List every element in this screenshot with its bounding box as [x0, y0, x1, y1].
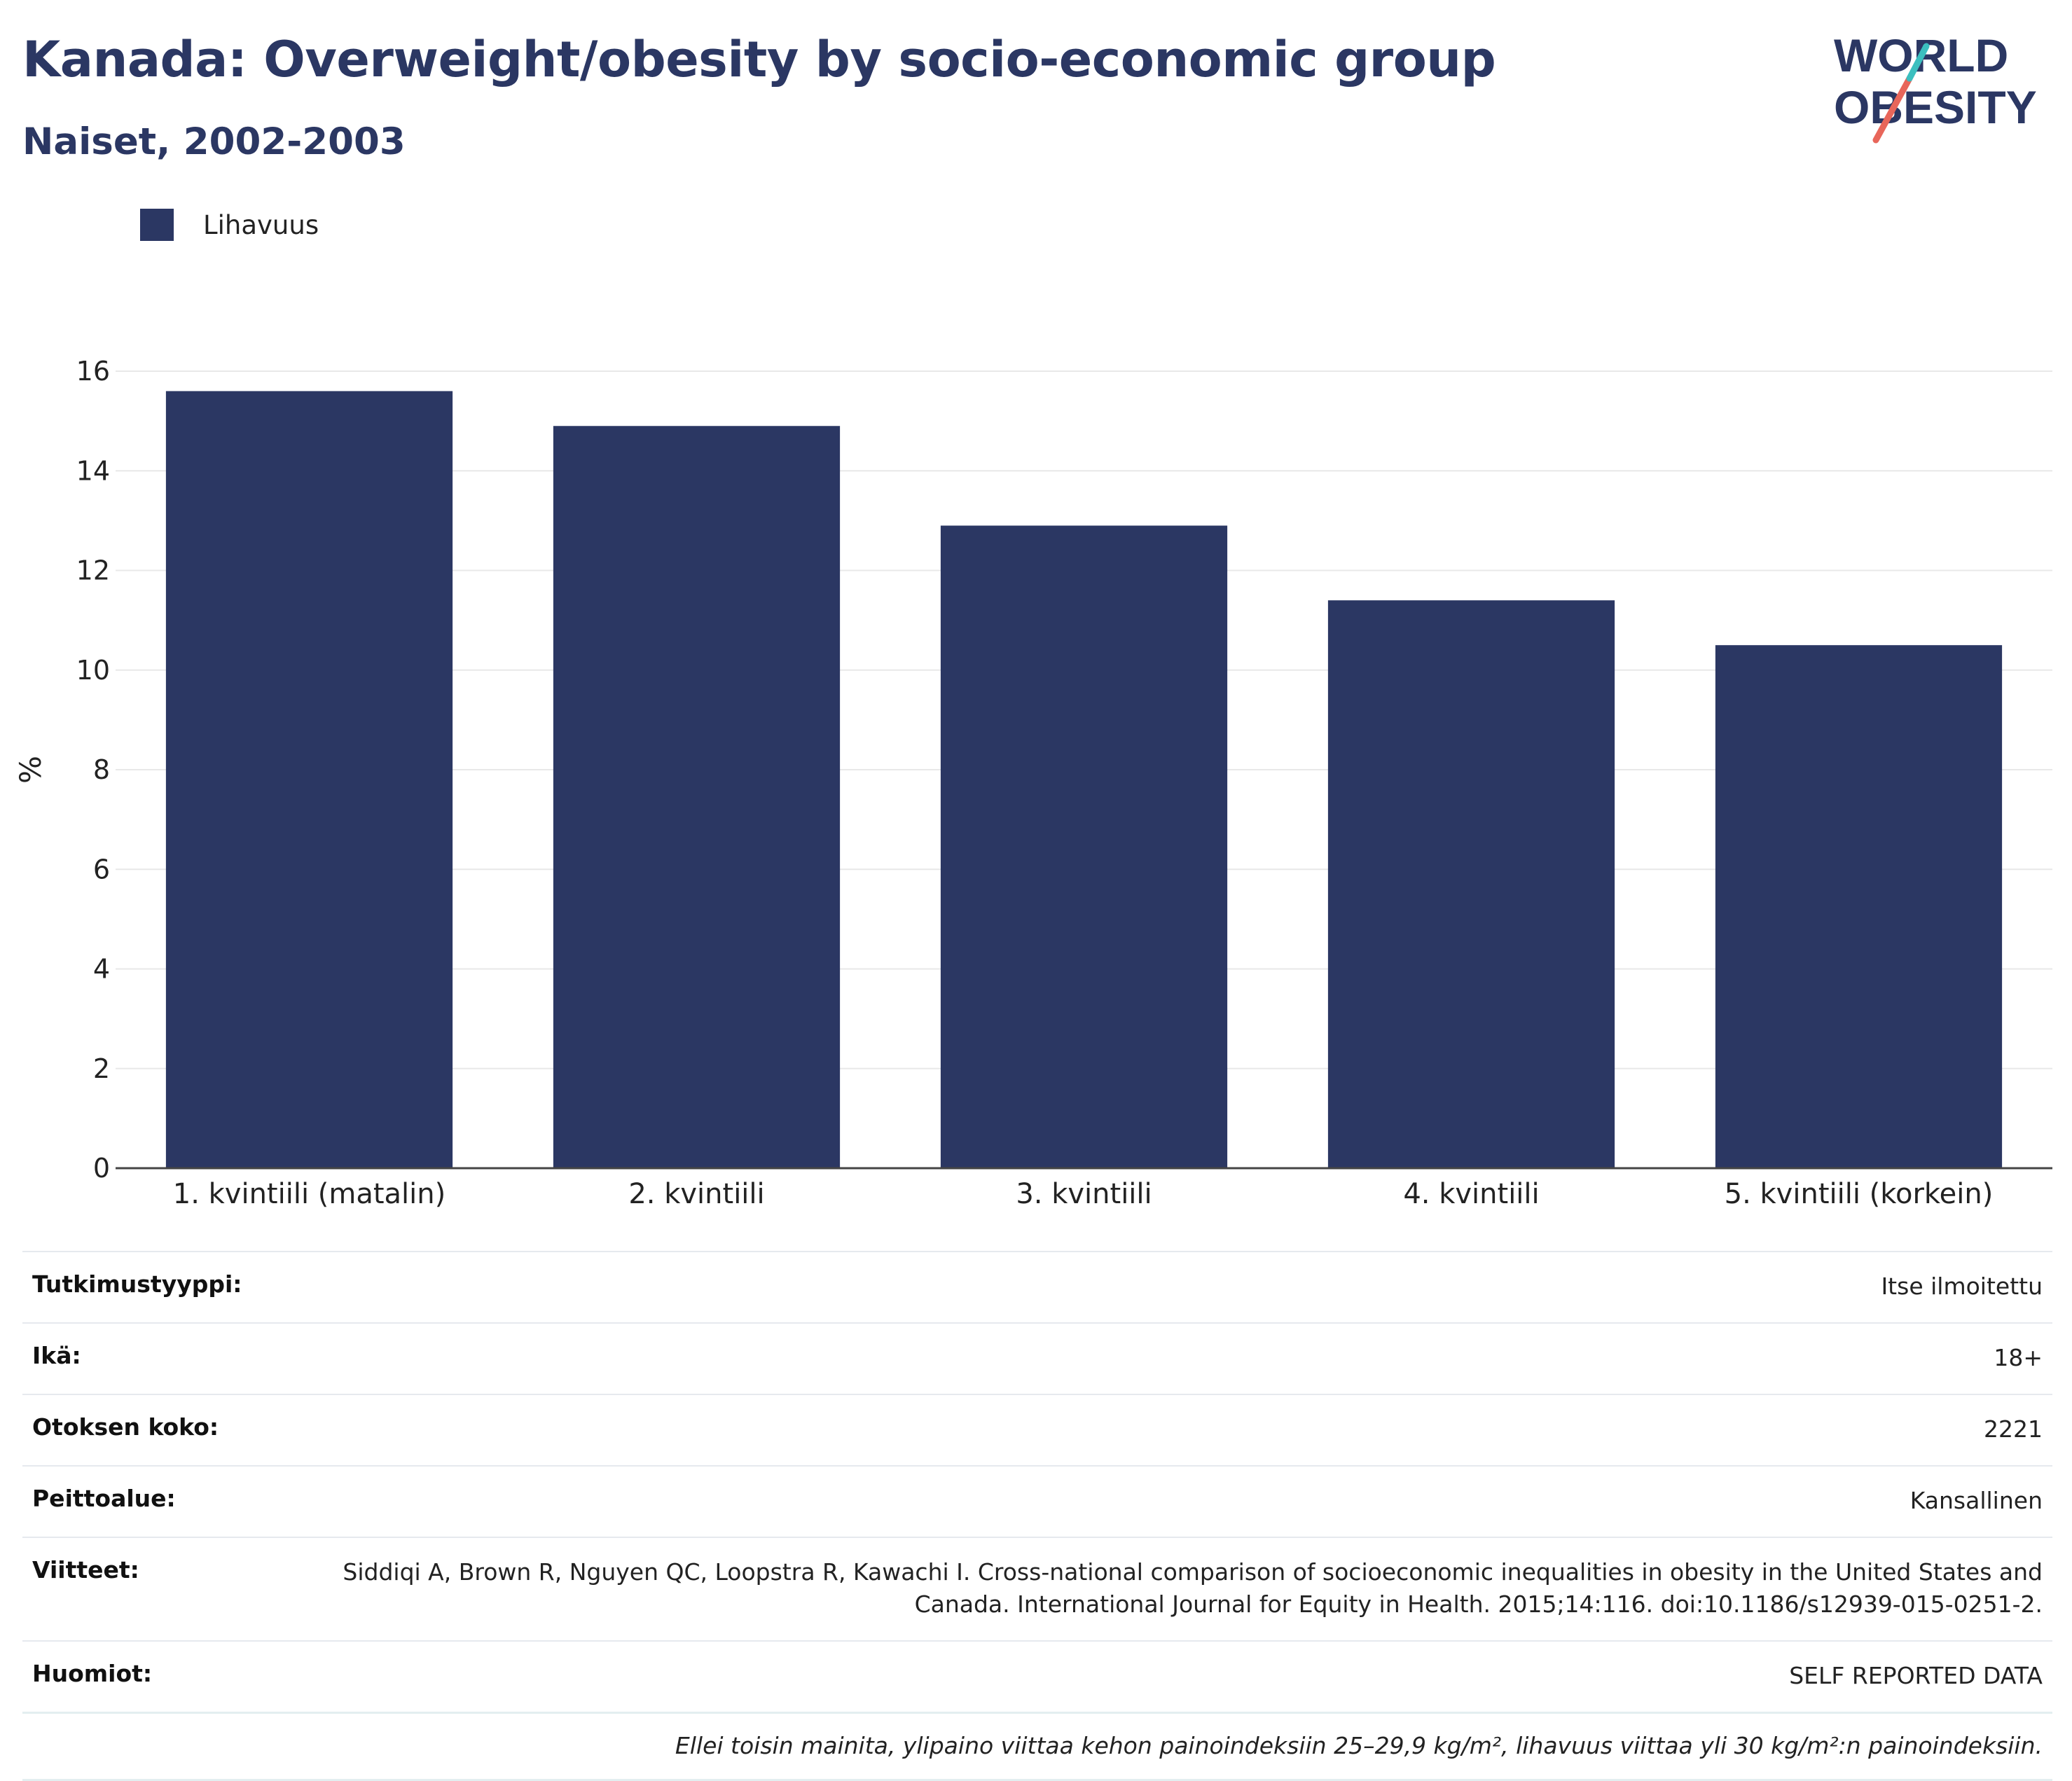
metadata-value: 2221 — [294, 1394, 2052, 1466]
bar — [940, 525, 1228, 1168]
metadata-key: Tutkimustyyppi: — [22, 1251, 294, 1323]
x-category-labels: 1. kvintiili (matalin) 2. kvintiili 3. kvi… — [173, 1178, 1994, 1210]
metadata-value: 18+ — [294, 1322, 2052, 1394]
metadata-value: Itse ilmoitettu — [294, 1251, 2052, 1323]
metadata-value: Siddiqi A, Brown R, Nguyen QC, Loopstra … — [294, 1537, 2052, 1641]
metadata-value: SELF REPORTED DATA — [294, 1640, 2052, 1714]
logo-slash-red — [1872, 75, 1913, 144]
legend: Lihavuus — [140, 209, 319, 241]
footnote: Ellei toisin mainita, ylipaino viittaa k… — [22, 1712, 2052, 1781]
bar — [165, 391, 453, 1169]
y-tick-label: 2 — [93, 1053, 110, 1084]
metadata-key: Huomiot: — [22, 1640, 294, 1714]
y-tick-label: 14 — [76, 455, 110, 486]
metadata-row: Peittoalue: Kansallinen — [22, 1465, 2052, 1537]
y-tick-label: 16 — [76, 356, 110, 387]
bar-chart: 0 2 4 6 8 10 12 14 16 1. kvintiili (matalin) 2. k… — [13, 356, 2052, 1210]
logo-slash-teal — [1906, 43, 1930, 82]
x-category-label: 2. kvintiili — [628, 1178, 764, 1210]
bar — [1327, 600, 1615, 1168]
metadata-row: Otoksen koko: 2221 — [22, 1394, 2052, 1466]
chart-title: Kanada: Overweight/obesity by socio-econ… — [22, 31, 1496, 88]
metadata-row: Huomiot: SELF REPORTED DATA — [22, 1640, 2052, 1714]
bars — [165, 391, 2003, 1169]
x-category-label: 3. kvintiili — [1016, 1178, 1152, 1210]
y-tick-label: 0 — [93, 1153, 110, 1184]
chart-subtitle: Naiset, 2002-2003 — [22, 120, 406, 163]
bar — [1715, 645, 2003, 1168]
x-category-label: 1. kvintiili (matalin) — [173, 1178, 446, 1210]
legend-swatch — [140, 209, 174, 241]
y-tick-label: 4 — [93, 954, 110, 985]
y-axis-title: % — [13, 756, 48, 784]
bar — [553, 426, 841, 1168]
logo-line2: OBESITY — [1834, 81, 2037, 133]
y-tick-label: 12 — [76, 555, 110, 586]
metadata-row: Ikä: 18+ — [22, 1322, 2052, 1394]
metadata-value: Kansallinen — [294, 1465, 2052, 1537]
metadata-key: Otoksen koko: — [22, 1394, 294, 1466]
y-tick-label: 8 — [93, 754, 110, 785]
metadata-row: Tutkimustyyppi: Itse ilmoitettu — [22, 1251, 2052, 1323]
y-tick-labels: 0 2 4 6 8 10 12 14 16 — [76, 356, 110, 1184]
y-tick-label: 6 — [93, 854, 110, 885]
metadata-table: Tutkimustyyppi: Itse ilmoitettu Ikä: 18+ Oto… — [22, 1251, 2052, 1781]
x-category-label: 4. kvintiili — [1403, 1178, 1539, 1210]
footnote-row: Ellei toisin mainita, ylipaino viittaa k… — [22, 1712, 2052, 1781]
world-obesity-logo: WORLD OBESITY — [1834, 29, 2037, 144]
metadata-row: Viitteet: Siddiqi A, Brown R, Nguyen QC, … — [22, 1537, 2052, 1641]
metadata-key: Viitteet: — [22, 1537, 294, 1641]
metadata-key: Ikä: — [22, 1322, 294, 1394]
legend-label: Lihavuus — [203, 209, 319, 240]
y-tick-label: 10 — [76, 655, 110, 686]
metadata-key: Peittoalue: — [22, 1465, 294, 1537]
x-category-label: 5. kvintiili (korkein) — [1725, 1178, 1994, 1210]
